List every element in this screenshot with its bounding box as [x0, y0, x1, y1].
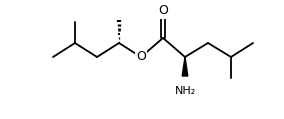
Text: NH₂: NH₂	[174, 86, 196, 96]
Text: O: O	[136, 50, 146, 64]
Text: O: O	[158, 5, 168, 17]
Polygon shape	[182, 57, 188, 76]
